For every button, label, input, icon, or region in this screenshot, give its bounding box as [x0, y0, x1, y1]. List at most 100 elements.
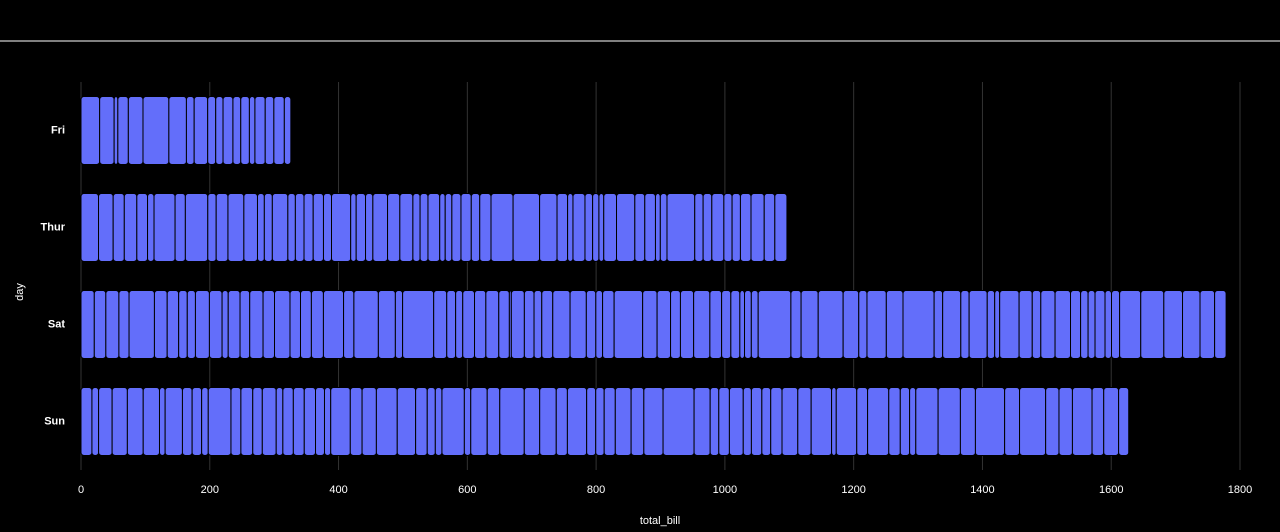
- bar-segment: [1104, 290, 1113, 359]
- bar-segment: [207, 387, 232, 456]
- bar-segment: [460, 193, 472, 262]
- bar-segment: [899, 387, 911, 456]
- y-tick-label: Thur: [41, 221, 66, 233]
- x-tick-label: 1000: [713, 484, 737, 496]
- bar-segment: [117, 96, 129, 165]
- bar-segment: [254, 96, 266, 165]
- bar-segment: [240, 387, 254, 456]
- bar-segment: [662, 387, 695, 456]
- bar-segment: [986, 290, 996, 359]
- bar-segment: [614, 387, 632, 456]
- bar-segment: [208, 290, 223, 359]
- bar-segment: [595, 290, 604, 359]
- bar-segment: [523, 387, 541, 456]
- x-tick-label: 600: [458, 484, 476, 496]
- y-axis-title: day: [14, 283, 26, 301]
- bar-segment: [1070, 290, 1082, 359]
- bar-segment: [739, 290, 746, 359]
- bar-segment: [128, 290, 155, 359]
- bar-segment: [261, 387, 277, 456]
- bar-segment: [158, 387, 166, 456]
- bar-segment: [474, 290, 487, 359]
- bar-segment: [264, 96, 275, 165]
- bar-segment: [330, 387, 351, 456]
- bar-segment: [455, 290, 464, 359]
- bar-segment: [80, 193, 100, 262]
- bar-segment: [1111, 290, 1121, 359]
- bar-segment: [603, 193, 618, 262]
- bar-segment: [602, 290, 615, 359]
- bar-segment: [486, 387, 501, 456]
- bar-segment: [93, 290, 107, 359]
- bar-segment: [184, 193, 209, 262]
- x-tick-label: 400: [329, 484, 347, 496]
- bar-segment: [479, 193, 492, 262]
- bar-segment: [201, 387, 209, 456]
- bar-segment: [289, 290, 301, 359]
- bar-segment: [586, 387, 597, 456]
- bar-segment: [999, 290, 1020, 359]
- bar-segment: [240, 96, 250, 165]
- bar-segment: [221, 290, 229, 359]
- bar-segment: [485, 290, 500, 359]
- y-tick-label: Sun: [44, 415, 65, 427]
- bar-segment: [909, 387, 917, 456]
- bar-segment: [774, 193, 788, 262]
- bar-segment: [585, 290, 597, 359]
- bar-segment: [1199, 290, 1216, 359]
- bar-segment: [181, 387, 193, 456]
- bar-segment: [770, 387, 783, 456]
- bar-segment: [994, 290, 1001, 359]
- bar-segment: [412, 193, 421, 262]
- bar-segment: [273, 96, 285, 165]
- bar-segment: [630, 387, 645, 456]
- bar-segment: [933, 290, 944, 359]
- bar-segment: [1018, 290, 1033, 359]
- bar-segment: [566, 387, 588, 456]
- y-tick-label: Fri: [51, 124, 65, 136]
- bar-segment: [239, 290, 251, 359]
- bar-segment: [80, 96, 101, 165]
- bar-segment: [654, 193, 661, 262]
- bar-segment: [303, 193, 314, 262]
- bar-segment: [444, 193, 453, 262]
- bar-segment: [1118, 387, 1130, 456]
- bar-segment: [80, 290, 95, 359]
- bar-segment: [856, 387, 869, 456]
- bar-segment: [446, 290, 457, 359]
- bar-segment: [153, 193, 176, 262]
- bar-segment: [174, 193, 186, 262]
- bar-segment: [451, 193, 462, 262]
- bar-segment: [322, 193, 333, 262]
- bar-segment: [434, 387, 443, 456]
- bar-segment: [721, 290, 732, 359]
- x-tick-label: 1600: [1099, 484, 1123, 496]
- bar-segment: [781, 387, 799, 456]
- bar-segment: [595, 387, 605, 456]
- bar-segment: [299, 290, 312, 359]
- bar-segment: [709, 290, 723, 359]
- bar-segment: [249, 290, 264, 359]
- bar-segment: [1045, 387, 1060, 456]
- x-tick-label: 1400: [970, 484, 994, 496]
- bar-segment: [1054, 290, 1072, 359]
- bar-segment: [353, 290, 379, 359]
- bar-segment: [439, 193, 446, 262]
- bar-segment: [191, 387, 203, 456]
- bar-segment: [693, 290, 711, 359]
- bar-segment: [790, 290, 802, 359]
- x-tick-label: 0: [78, 484, 84, 496]
- bar-segment: [867, 387, 890, 456]
- bar-segment: [331, 193, 352, 262]
- bar-segment: [763, 193, 776, 262]
- bar-segment: [569, 290, 587, 359]
- bar-segment: [1031, 290, 1042, 359]
- bar-segment: [283, 96, 292, 165]
- bar-segment: [858, 290, 868, 359]
- bar-segment: [427, 193, 441, 262]
- bar-segment: [539, 193, 558, 262]
- bar-segment: [750, 290, 759, 359]
- bar-segment: [718, 387, 730, 456]
- bar-segment: [349, 387, 363, 456]
